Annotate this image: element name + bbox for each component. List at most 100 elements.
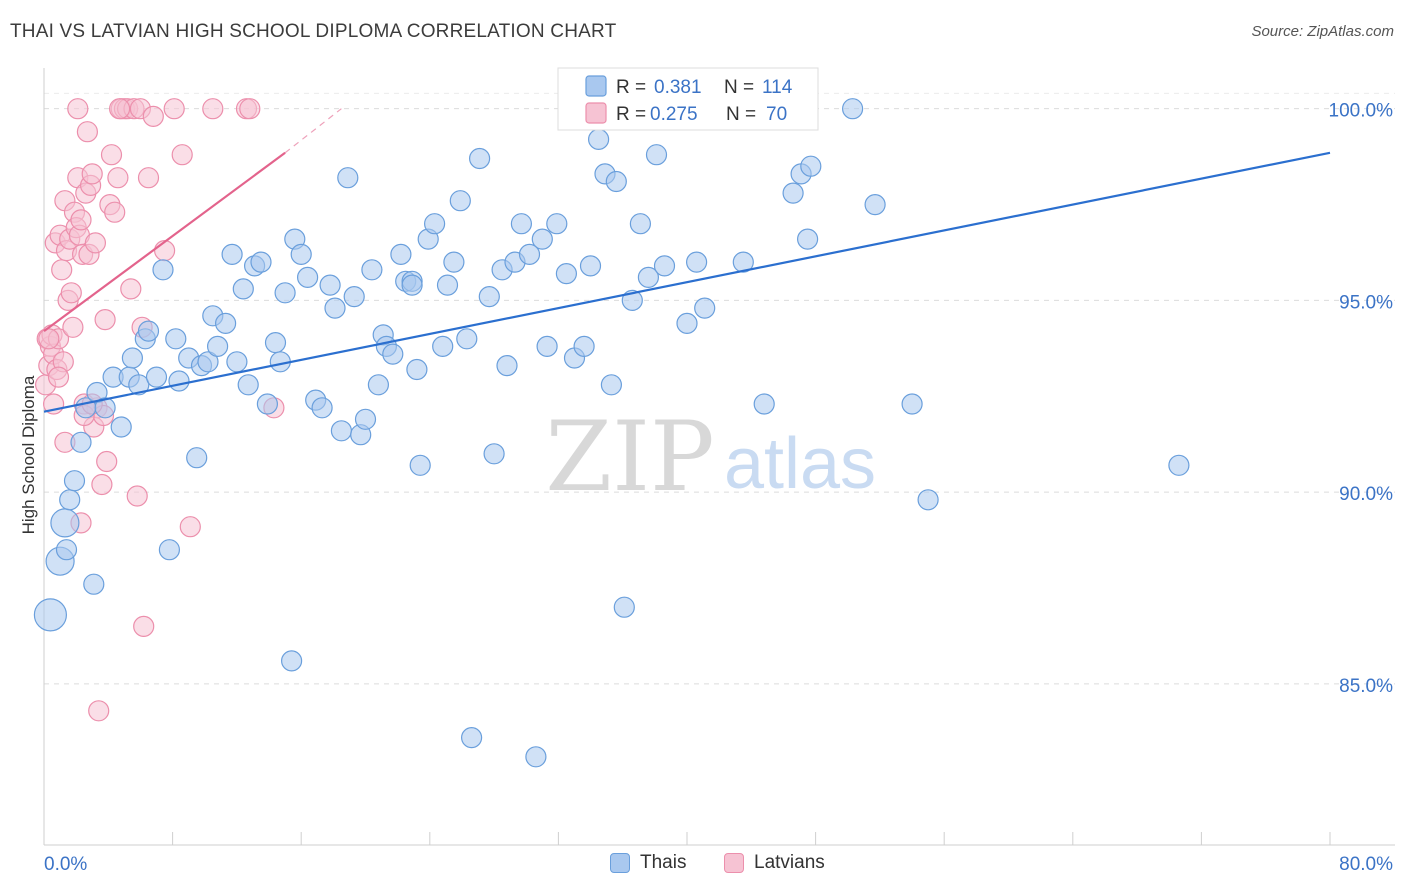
legend-r-value-latvians: 0.275: [650, 104, 698, 125]
latvians-point-29: [81, 163, 103, 185]
thais-point-22: [168, 370, 190, 392]
thais-point-18: [145, 366, 168, 388]
legend-n-label-latvians: N =: [726, 104, 756, 125]
legend-item-thais[interactable]: Thais: [610, 852, 686, 874]
thais-point-111: [917, 489, 939, 511]
thais-point-67: [443, 251, 465, 273]
thais-point-86: [579, 255, 602, 277]
thais-point-8: [83, 573, 105, 595]
thais-point-40: [281, 650, 303, 672]
thais-point-109: [864, 194, 886, 216]
latvians-point-55: [171, 144, 193, 166]
thais-point-62: [409, 454, 431, 476]
thais-point-95: [645, 144, 668, 166]
thais-point-50: [343, 286, 365, 308]
thais-point-52: [354, 408, 377, 430]
thais-point-24: [186, 447, 208, 469]
thais-point-107: [800, 155, 822, 177]
y-tick-label-0: 85.0%: [1339, 676, 1393, 697]
thais-point-112: [1168, 454, 1190, 476]
latvians-point-26: [76, 121, 99, 143]
axes: [43, 68, 1395, 846]
latvians-point-53: [154, 240, 176, 262]
thais-point-96: [653, 255, 676, 277]
x-tick-label-1: 80.0%: [1339, 854, 1393, 875]
thais-point-75: [496, 355, 518, 377]
legend-r-value-thais: 0.381: [654, 77, 702, 98]
thais-point-29: [215, 312, 237, 334]
legend-n-label-thais: N =: [724, 77, 754, 98]
thais-point-26: [197, 351, 219, 373]
thais-point-31: [226, 351, 248, 373]
latvians-point-31: [84, 232, 107, 254]
thais-point-4: [59, 489, 81, 511]
thais-point-28: [207, 335, 229, 357]
latvians-point-59: [239, 98, 261, 120]
thais-point-48: [330, 420, 352, 442]
latvians-point-63: [38, 328, 60, 350]
series-legend: Thais Latvians: [0, 850, 1406, 880]
thais-point-100: [694, 297, 716, 319]
thais-point-66: [436, 274, 459, 296]
thais-point-53: [361, 259, 383, 281]
thais-point-64: [424, 213, 446, 235]
thais-point-2: [50, 508, 80, 538]
thais-point-15: [128, 374, 150, 396]
thais-point-70: [461, 726, 483, 749]
latvians-point-57: [202, 98, 224, 120]
thais-point-81: [536, 335, 558, 357]
latvians-point-36: [94, 309, 116, 331]
y-axis-label: High School Diploma: [19, 375, 38, 534]
thais-point-104: [782, 182, 804, 204]
thais-point-72: [478, 286, 500, 308]
thais-point-71: [469, 147, 491, 170]
y-tick-label-3: 100.0%: [1329, 101, 1394, 122]
thais-point-57: [382, 343, 404, 365]
thais-point-35: [250, 251, 272, 273]
thais-point-46: [319, 274, 341, 296]
watermark: ZIP atlas: [545, 401, 876, 513]
thais-point-61: [406, 358, 428, 381]
trend-lines: [43, 108, 1331, 413]
latvians-point-16: [60, 282, 82, 304]
latvians-point-65: [47, 366, 70, 388]
latvians-point-52: [142, 105, 164, 128]
thais-trend-line: [43, 151, 1331, 413]
legend-item-latvians[interactable]: Latvians: [724, 852, 825, 874]
latvians-point-51: [137, 167, 160, 189]
thais-point-39: [274, 282, 296, 304]
thais-point-10: [94, 397, 116, 419]
thais-point-14: [121, 347, 143, 369]
latvians-point-40: [104, 201, 126, 223]
thais-point-85: [573, 335, 595, 357]
latvians-point-62: [108, 98, 131, 120]
source-credit: Source: ZipAtlas.com: [1251, 23, 1394, 40]
thais-point-12: [110, 416, 132, 438]
thais-point-45: [311, 397, 333, 419]
latvians-point-61: [67, 98, 89, 120]
thais-point-108: [841, 98, 864, 120]
thais-point-42: [290, 243, 312, 265]
thais-point-17: [137, 320, 160, 342]
latvians-point-33: [88, 700, 110, 722]
thais-point-78: [518, 243, 541, 265]
thais-point-69: [456, 328, 478, 350]
latvians-trend-line: [43, 151, 286, 332]
latvians-trend-extension: [284, 108, 342, 154]
thais-point-3: [55, 539, 78, 561]
thais-point-65: [432, 335, 454, 357]
correlation-legend: R = 0.381 N = 114 R = 0.275 N = 70: [557, 67, 819, 131]
thais-point-0: [33, 598, 68, 632]
thais-point-103: [753, 393, 775, 415]
thais-point-90: [605, 170, 627, 193]
latvians-points: [34, 98, 285, 722]
thais-point-58: [390, 243, 412, 265]
thais-swatch: [610, 853, 630, 873]
legend-swatch-latvians: [585, 102, 607, 124]
thais-point-113: [401, 274, 423, 296]
thais-point-5: [63, 470, 86, 492]
legend-label-thais: Thais: [640, 852, 687, 873]
thais-point-79: [525, 746, 547, 768]
latvians-point-17: [62, 316, 84, 338]
thais-point-94: [637, 266, 660, 288]
